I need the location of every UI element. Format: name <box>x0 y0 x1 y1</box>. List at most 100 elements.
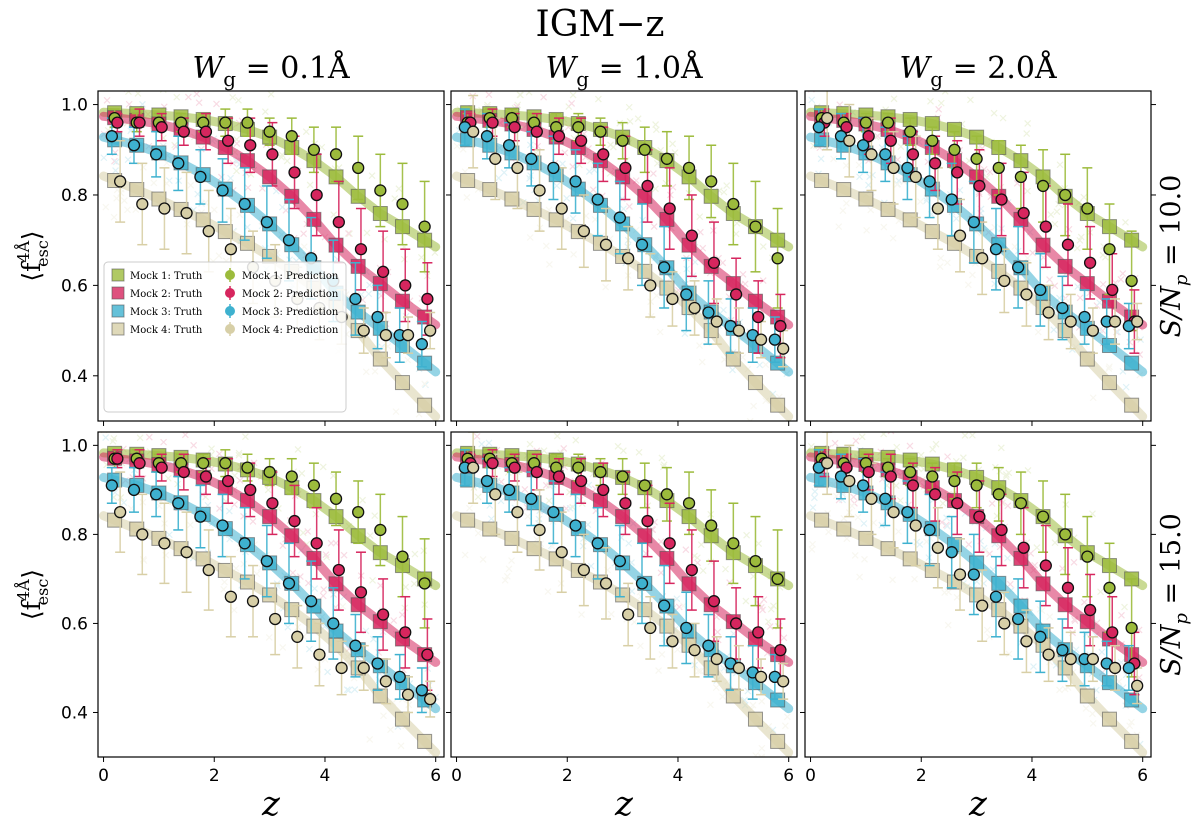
sample-marker <box>1128 718 1135 726</box>
sample-marker <box>1024 466 1032 474</box>
prediction-point-mock-4 <box>180 546 193 559</box>
sample-marker <box>100 154 108 162</box>
prediction-point-mock-2 <box>729 288 743 301</box>
sample-marker <box>851 551 859 559</box>
truth-square-mock-2 <box>747 293 763 309</box>
sample-marker <box>392 408 400 416</box>
prediction-point-mock-2 <box>995 523 1008 537</box>
sample-marker <box>809 504 817 512</box>
sample-marker <box>235 451 243 459</box>
sample-marker <box>1089 510 1096 518</box>
prediction-point-mock-4 <box>865 492 878 505</box>
sample-marker <box>1080 598 1088 606</box>
prediction-point-mock-2 <box>884 134 897 147</box>
sample-marker <box>1099 327 1107 335</box>
sample-marker <box>863 226 871 234</box>
sample-marker <box>421 380 429 388</box>
sample-marker <box>937 99 945 107</box>
truth-square-mock-4 <box>217 562 233 578</box>
prediction-point-mock-3 <box>480 130 494 143</box>
sample-marker <box>113 194 121 202</box>
sample-marker <box>720 306 727 314</box>
prediction-point-mock-2 <box>421 648 434 661</box>
sample-marker <box>485 439 493 447</box>
sample-marker <box>1053 208 1061 216</box>
sample-marker <box>366 532 374 540</box>
prediction-point-mock-2 <box>288 514 301 528</box>
y-tick-label: 0.8 <box>61 186 88 206</box>
prediction-point-mock-3 <box>304 595 318 608</box>
prediction-point-mock-2 <box>266 497 279 510</box>
sample-marker <box>1033 544 1041 551</box>
prediction-point-mock-1 <box>1103 243 1116 256</box>
prediction-point-mock-2 <box>619 161 632 174</box>
sample-marker <box>528 410 534 416</box>
sample-marker <box>569 91 577 99</box>
truth-square-mock-4 <box>372 688 388 704</box>
sample-marker <box>698 358 706 366</box>
sample-marker <box>371 512 379 520</box>
prediction-point-mock-4 <box>180 206 193 220</box>
sample-marker <box>145 433 153 441</box>
prediction-point-mock-3 <box>216 184 229 197</box>
sample-marker <box>880 432 888 438</box>
prediction-point-mock-4 <box>313 648 326 661</box>
sample-marker <box>1051 282 1059 290</box>
prediction-point-mock-3 <box>901 161 914 174</box>
sample-marker <box>968 271 976 279</box>
truth-square-mock-4 <box>482 521 498 537</box>
sample-marker <box>110 213 118 221</box>
prediction-point-mock-3 <box>613 211 626 224</box>
sample-marker <box>1122 218 1129 226</box>
prediction-point-mock-2 <box>1061 238 1075 251</box>
truth-square-mock-4 <box>836 182 852 198</box>
prediction-point-mock-2 <box>310 537 323 550</box>
x-axis-label: z <box>968 784 988 824</box>
x-tick-label: 4 <box>320 766 331 786</box>
sample-marker <box>397 742 405 750</box>
prediction-point-mock-1 <box>1081 202 1094 215</box>
prediction-point-mock-1 <box>352 505 365 519</box>
sample-marker <box>983 626 991 634</box>
sample-marker <box>1065 225 1073 233</box>
sample-marker <box>1056 686 1063 694</box>
prediction-point-mock-2 <box>752 626 765 639</box>
sample-marker <box>634 115 642 123</box>
plot-area <box>452 91 794 421</box>
sample-marker <box>283 157 291 165</box>
sample-marker <box>614 442 622 450</box>
sample-marker <box>231 501 238 508</box>
sample-marker <box>453 142 461 150</box>
sample-marker <box>102 434 110 442</box>
prediction-point-mock-2 <box>1039 559 1052 572</box>
prediction-point-mock-4 <box>1064 652 1077 666</box>
prediction-point-mock-3 <box>657 261 671 274</box>
prediction-point-mock-4 <box>820 111 834 125</box>
sample-marker <box>673 595 681 603</box>
sample-marker <box>1062 294 1069 302</box>
prediction-point-mock-1 <box>749 220 762 233</box>
prediction-point-mock-1 <box>396 550 409 563</box>
sample-marker <box>839 207 847 215</box>
prediction-point-mock-4 <box>577 224 591 238</box>
prediction-point-mock-3 <box>105 479 118 492</box>
prediction-point-mock-1 <box>219 457 232 470</box>
sample-marker <box>139 555 147 563</box>
prediction-point-mock-2 <box>1083 256 1097 269</box>
prediction-point-mock-3 <box>194 170 207 184</box>
sample-marker <box>264 486 272 494</box>
prediction-point-mock-3 <box>238 197 251 211</box>
sample-marker <box>472 412 478 418</box>
truth-square-mock-4 <box>725 351 741 367</box>
prediction-point-mock-1 <box>616 134 629 147</box>
sample-marker <box>842 83 848 89</box>
prediction-point-mock-3 <box>127 483 141 497</box>
prediction-point-mock-4 <box>688 301 701 315</box>
x-tick-label: 0 <box>98 766 109 786</box>
sample-marker <box>887 432 895 435</box>
sample-marker <box>136 434 144 442</box>
prediction-point-mock-4 <box>466 125 480 138</box>
legend-box <box>103 261 347 413</box>
sample-marker <box>526 440 534 448</box>
sample-marker <box>559 160 566 168</box>
